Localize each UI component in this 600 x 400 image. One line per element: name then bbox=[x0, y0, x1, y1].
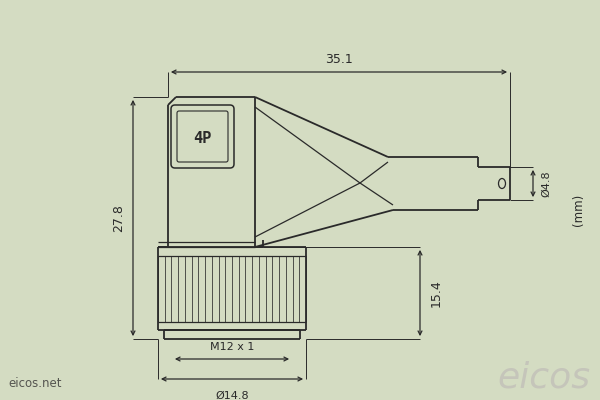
Text: eicos: eicos bbox=[497, 361, 590, 395]
Text: 15.4: 15.4 bbox=[430, 279, 443, 307]
Text: Ø14.8: Ø14.8 bbox=[215, 391, 249, 400]
Text: eicos.net: eicos.net bbox=[8, 377, 62, 390]
Text: 4P: 4P bbox=[193, 131, 212, 146]
Text: (mm): (mm) bbox=[571, 194, 584, 226]
Text: Ø4.8: Ø4.8 bbox=[541, 170, 551, 197]
Text: M12 x 1: M12 x 1 bbox=[210, 342, 254, 352]
Text: 27.8: 27.8 bbox=[112, 204, 125, 232]
Text: 35.1: 35.1 bbox=[325, 53, 353, 66]
